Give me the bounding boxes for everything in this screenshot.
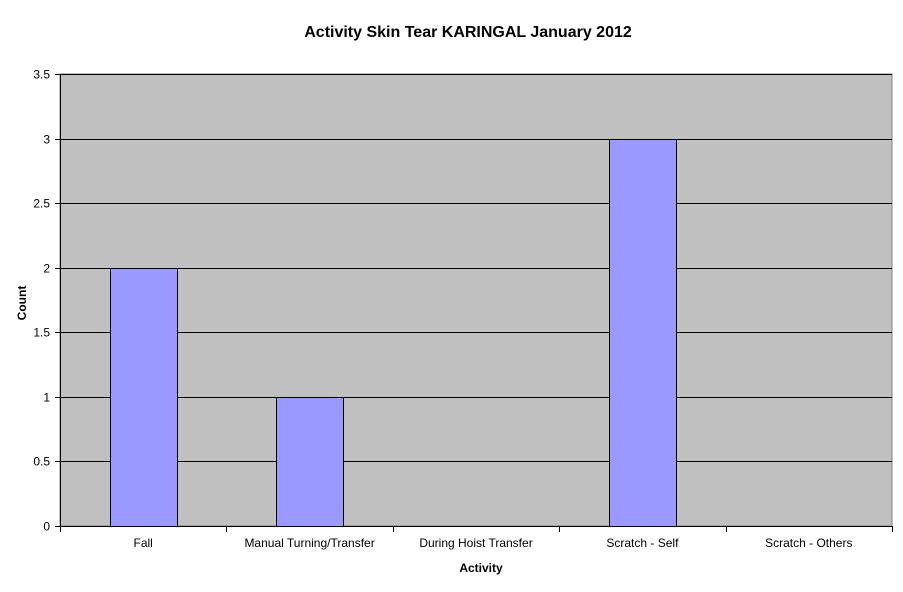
gridlines — [60, 74, 892, 462]
x-tick-label: Fall — [134, 536, 153, 550]
y-tick-label: 3 — [43, 133, 50, 147]
y-tick-label: 1.5 — [33, 326, 50, 340]
y-tick-label: 2.5 — [33, 197, 50, 211]
x-tick-label: Scratch - Others — [765, 536, 852, 550]
y-tick-label: 0 — [43, 520, 50, 534]
x-tick-label: Scratch - Self — [606, 536, 679, 550]
y-tick-label: 3.5 — [33, 68, 50, 82]
bar-scratch-self — [609, 139, 677, 527]
x-axis-ticks: Fall Manual Turning/Transfer During Hoist … — [60, 526, 893, 550]
x-axis-title: Activity — [459, 561, 503, 575]
y-tick-label: 0.5 — [33, 455, 50, 469]
y-tick-label: 2 — [43, 262, 50, 276]
x-tick-label: Manual Turning/Transfer — [244, 536, 374, 550]
bar-fall — [110, 268, 178, 527]
plot-area — [59, 73, 893, 527]
bar-manual-turning-transfer — [276, 397, 344, 527]
y-tick-label: 1 — [43, 391, 50, 405]
y-axis-ticks: 0 0.5 1 1.5 2 2.5 3 3.5 — [33, 68, 60, 534]
chart-title: Activity Skin Tear KARINGAL January 2012 — [304, 24, 632, 41]
bars — [110, 139, 677, 527]
y-axis-title: Count — [15, 286, 29, 321]
axes — [60, 74, 892, 527]
x-tick-label: During Hoist Transfer — [419, 536, 532, 550]
